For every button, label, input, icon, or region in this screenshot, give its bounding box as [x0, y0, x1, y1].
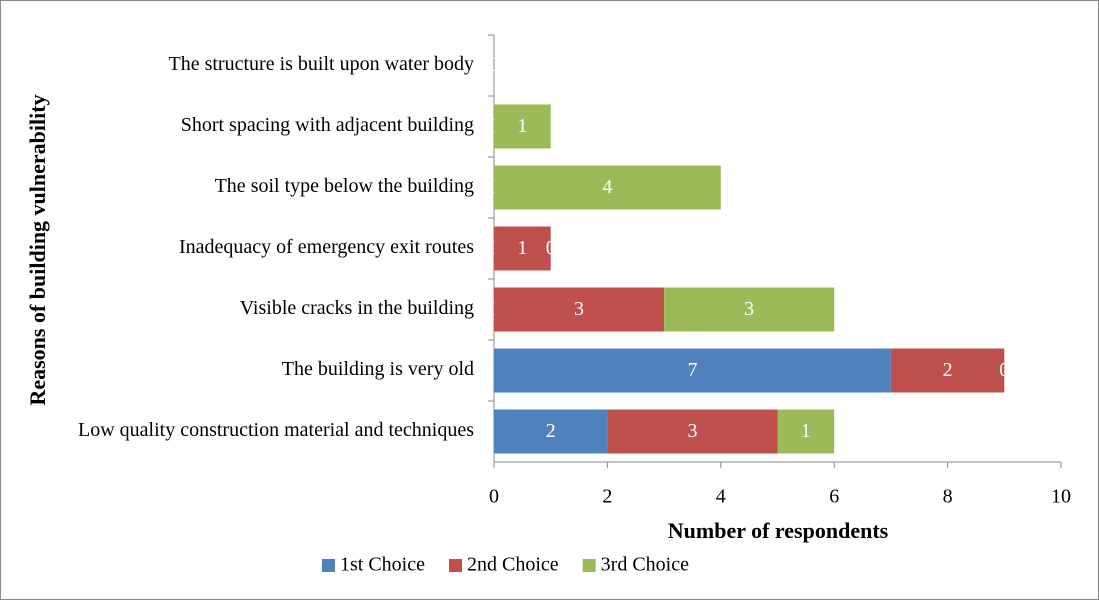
- bar: [607, 409, 778, 454]
- bar-label: 2: [546, 420, 556, 442]
- bar: [494, 409, 608, 454]
- bar-label: 0: [999, 359, 1009, 381]
- bar-label: 0: [489, 54, 499, 76]
- x-tick-label: 8: [943, 486, 953, 508]
- bar: [494, 348, 891, 393]
- legend-swatch: [582, 559, 596, 572]
- y-tick-label: Low quality construction material and te…: [78, 419, 474, 441]
- y-tick-label: The structure is built upon water body: [169, 53, 475, 75]
- bar-label: 3: [574, 298, 584, 320]
- bar-label: 1: [517, 237, 527, 259]
- bar-label: 0: [546, 237, 556, 259]
- bar-label: 2: [943, 359, 953, 381]
- bar-label: 0: [489, 54, 499, 76]
- bar: [664, 287, 835, 332]
- x-tick-label: 4: [716, 486, 726, 508]
- bar-label: 3: [687, 420, 697, 442]
- x-tick-label: 0: [489, 486, 499, 508]
- y-tick-label: Short spacing with adjacent building: [181, 114, 474, 136]
- bar-label: 4: [602, 176, 612, 198]
- x-tick-label: 10: [1051, 486, 1071, 508]
- bar: [494, 287, 665, 332]
- bar-label: 1: [517, 115, 527, 137]
- legend-label: 3rd Choice: [601, 554, 689, 576]
- x-tick-label: 2: [602, 486, 612, 508]
- bar: [494, 226, 551, 271]
- x-axis-label: Number of respondents: [668, 518, 889, 543]
- y-tick-label: Visible cracks in the building: [240, 297, 474, 319]
- legend-swatch: [449, 559, 462, 572]
- bar: [494, 104, 551, 149]
- bar-label: 3: [744, 298, 754, 320]
- legend-label: 2nd Choice: [467, 554, 559, 576]
- bar-label: 0: [489, 54, 499, 76]
- bar: [494, 165, 721, 210]
- y-tick-label: The building is very old: [282, 358, 474, 380]
- x-tick-label: 6: [829, 486, 839, 508]
- y-tick-label: The soil type below the building: [215, 175, 474, 197]
- bar-label: 1: [801, 420, 811, 442]
- y-axis-label: Reasons of building vulnerability: [25, 94, 50, 405]
- bar: [777, 409, 835, 454]
- legend-swatch: [322, 559, 335, 572]
- bar-label: 7: [687, 359, 697, 381]
- y-tick-label: Inadequacy of emergency exit routes: [179, 236, 474, 258]
- legend-label: 1st Choice: [340, 554, 425, 576]
- bar: [890, 348, 1005, 393]
